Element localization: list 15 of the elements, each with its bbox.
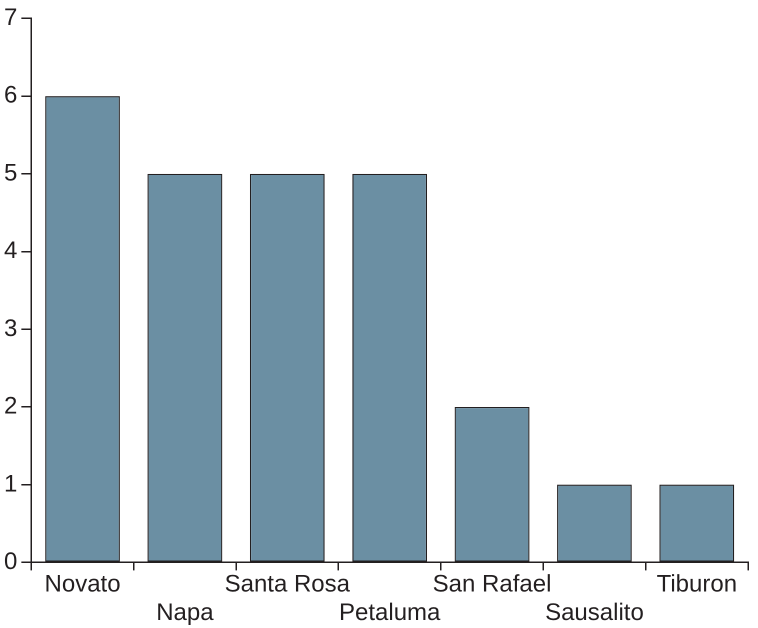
- x-tick-label: Santa Rosa: [224, 570, 351, 598]
- x-tick-label: Novato: [44, 570, 121, 598]
- y-tick-label: 4: [4, 237, 18, 264]
- x-tick-label: Sausalito: [545, 599, 644, 626]
- x-tick-label: Napa: [156, 599, 214, 626]
- y-tick-label: 6: [4, 82, 18, 109]
- y-tick-label: 7: [4, 4, 18, 32]
- y-tick-label: 2: [4, 392, 18, 420]
- y-tick-label: 1: [4, 470, 18, 498]
- y-tick-label: 3: [4, 314, 18, 342]
- y-tick-label: 0: [4, 548, 18, 576]
- y-tick-label: 5: [4, 159, 18, 186]
- x-tick-label: Tiburon: [656, 570, 738, 598]
- x-tick-label: Petaluma: [338, 599, 442, 626]
- x-tick-label: San Rafael: [432, 570, 552, 598]
